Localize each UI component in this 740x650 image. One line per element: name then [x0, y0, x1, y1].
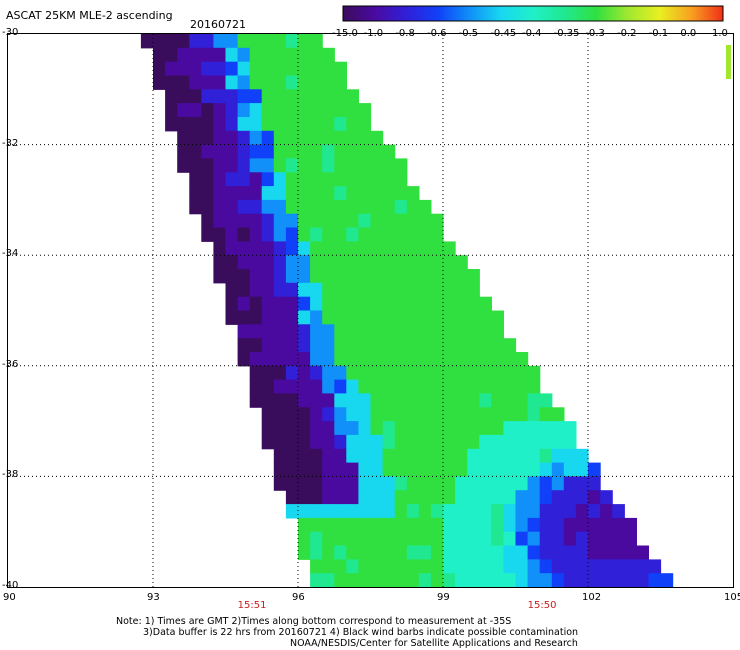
lon-tick-label: 102	[582, 592, 602, 603]
pass-time-label: 15:51	[237, 600, 267, 611]
lat-tick-label: -38	[2, 469, 19, 481]
map-plot	[7, 33, 734, 588]
note-line-2: 3)Data buffer is 22 hrs from 20160721 4)…	[143, 627, 579, 638]
note-line-1: Note: 1) Times are GMT 2)Times along bot…	[116, 616, 512, 627]
chart-date: 20160721	[190, 18, 246, 31]
lon-tick-label: 90	[3, 592, 16, 603]
pass-time-label: 15:50	[527, 600, 557, 611]
edge-mark	[726, 45, 731, 79]
colorbar-gradient	[342, 5, 724, 22]
colorbar	[342, 5, 724, 22]
lon-tick-label: 105	[724, 592, 740, 603]
swath-cells	[140, 34, 674, 588]
lon-tick-label: 99	[437, 592, 450, 603]
plot-frame	[7, 33, 734, 588]
note-line-3: NOAA/NESDIS/Center for Satellite Applica…	[290, 638, 578, 649]
lon-tick-label: 93	[147, 592, 160, 603]
lon-tick-label: 96	[292, 592, 305, 603]
lat-tick-label: -34	[2, 248, 19, 260]
chart-title: ASCAT 25KM MLE-2 ascending	[6, 9, 173, 22]
lat-tick-label: -40	[2, 580, 19, 591]
lat-tick-label: -36	[2, 358, 19, 370]
lat-tick-label: -32	[2, 137, 19, 149]
lat-tick-label: -30	[2, 27, 19, 38]
